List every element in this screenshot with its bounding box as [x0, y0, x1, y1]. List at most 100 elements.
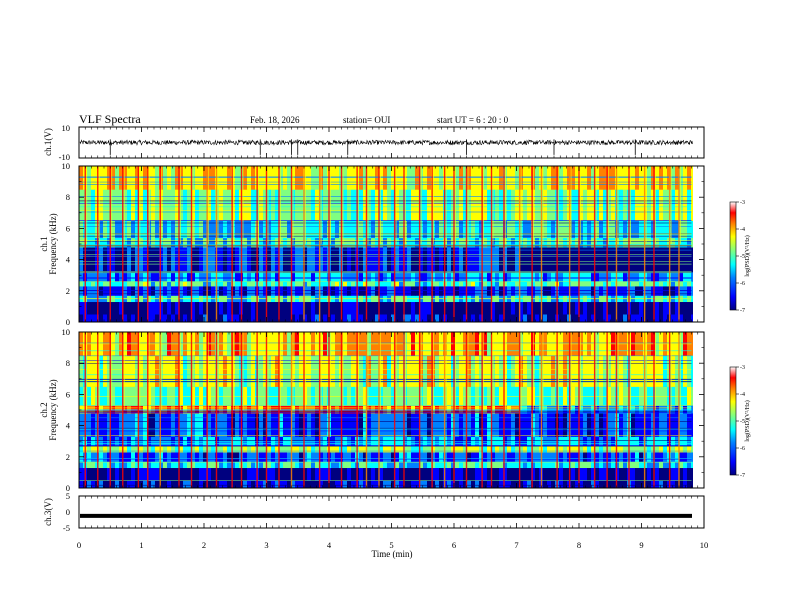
- spectrogram-cell: [395, 445, 400, 453]
- spectrogram-cell: [587, 413, 592, 437]
- spectrogram-cell: [115, 480, 120, 488]
- spectrogram-cell: [159, 220, 164, 239]
- spectrogram-cell: [259, 445, 264, 453]
- spectrogram-cell: [391, 480, 396, 488]
- spectrogram-cell: [687, 286, 692, 296]
- spectrogram-cell: [243, 220, 248, 239]
- spectrogram-cell: [359, 272, 364, 282]
- spectrogram-cell: [487, 220, 492, 239]
- spectrogram-cell: [259, 480, 264, 488]
- spectrogram-cell: [267, 355, 272, 387]
- spectrogram-cell: [459, 272, 464, 282]
- spectrogram-cell: [455, 355, 460, 387]
- spectrogram-cell: [619, 467, 624, 481]
- spectrogram-cell: [171, 461, 176, 469]
- spectrogram-cell: [315, 436, 320, 447]
- spectrogram-cell: [135, 314, 140, 322]
- spectrogram-cell: [579, 301, 584, 315]
- spectrogram-cell: [511, 467, 516, 481]
- spectrogram-cell: [99, 272, 104, 282]
- spectrogram-cell: [635, 436, 640, 447]
- spectrogram-cell: [235, 301, 240, 315]
- spectrogram-cell: [267, 220, 272, 239]
- spectrogram-cell: [91, 281, 96, 287]
- spectrogram-cell: [251, 247, 256, 273]
- spectrogram-cell: [383, 480, 388, 488]
- spectrogram-cell: [499, 286, 504, 296]
- spectrogram-cell: [199, 189, 204, 221]
- spectrogram-cell: [683, 301, 688, 315]
- spectrogram-cell: [595, 436, 600, 447]
- time-axis-label: Time (min): [372, 549, 413, 559]
- spectrogram-cell: [579, 445, 584, 453]
- spectrogram-cell: [691, 467, 693, 481]
- spectrogram-cell: [515, 281, 520, 287]
- spectrogram-cell: [427, 467, 432, 481]
- spectrogram-cell: [263, 355, 268, 387]
- spectrogram-cell: [691, 436, 693, 447]
- spectrogram-cell: [571, 452, 576, 462]
- spectrogram-cell: [651, 314, 656, 322]
- spectrogram-cell: [155, 445, 160, 453]
- spectrogram-cell: [199, 247, 204, 273]
- spectrogram-cell: [459, 413, 464, 437]
- spectrogram-cell: [603, 480, 608, 488]
- spectrogram-cell: [259, 355, 264, 387]
- spectrogram-cell: [275, 355, 280, 387]
- spectrogram-cell: [351, 452, 356, 462]
- spectrogram-cell: [399, 272, 404, 282]
- spectrogram-cell: [187, 445, 192, 453]
- spectrogram-cell: [503, 272, 508, 282]
- spectrogram-cell: [335, 314, 340, 322]
- spectrogram-cell: [139, 461, 144, 469]
- spectrogram-cell: [527, 467, 532, 481]
- spectrogram-cell: [599, 247, 604, 273]
- ch1-colorbar-ticks: -3-4-5-6-7: [736, 200, 745, 314]
- spectrogram-cell: [155, 220, 160, 239]
- spectrogram-cell: [287, 281, 292, 287]
- spectrogram-cell: [143, 467, 148, 481]
- spectrogram-cell: [487, 452, 492, 462]
- spectrogram-cell: [491, 314, 496, 322]
- spectrogram-cell: [651, 286, 656, 296]
- spectrogram-cell: [195, 445, 200, 453]
- spectrogram-cell: [111, 272, 116, 282]
- spectrogram-cell: [147, 413, 152, 437]
- spectrogram-cell: [611, 220, 616, 239]
- spectrogram-cell: [395, 413, 400, 437]
- spectrogram-cell: [587, 281, 592, 287]
- spectrogram-cell: [435, 461, 440, 469]
- spectrogram-cell: [195, 286, 200, 296]
- spectrogram-cell: [631, 286, 636, 296]
- spectrogram-cell: [375, 272, 380, 282]
- spectrogram-cell: [199, 301, 204, 315]
- spectrogram-cell: [623, 237, 628, 248]
- spectrogram-cell: [407, 461, 412, 469]
- spectrogram-cell: [235, 247, 240, 273]
- spectrogram-cell: [387, 220, 392, 239]
- spectrogram-cell: [479, 445, 484, 453]
- spectrogram-cell: [679, 461, 684, 469]
- spectrogram-cell: [571, 467, 576, 481]
- spectrogram-cell: [383, 189, 388, 221]
- spectrogram-cell: [223, 237, 228, 248]
- spectrogram-cell: [687, 220, 692, 239]
- spectrogram-cell: [515, 480, 520, 488]
- spectrogram-cell: [279, 247, 284, 273]
- spectrogram-cell: [679, 272, 684, 282]
- spectrogram-cell: [211, 281, 216, 287]
- spectrogram-cell: [691, 272, 693, 282]
- spectrogram-cell: [435, 445, 440, 453]
- spectrogram-cell: [543, 314, 548, 322]
- spectrogram-cell: [235, 480, 240, 488]
- spectrogram-cell: [183, 220, 188, 239]
- spectrogram-cell: [319, 452, 324, 462]
- spectrogram-cell: [175, 355, 180, 387]
- spectrogram-cell: [187, 314, 192, 322]
- spectrogram-cell: [547, 452, 552, 462]
- spectrogram-cell: [407, 355, 412, 387]
- spectrogram-cell: [251, 237, 256, 248]
- spectrogram-cell: [275, 461, 280, 469]
- spectrogram-cell: [463, 467, 468, 481]
